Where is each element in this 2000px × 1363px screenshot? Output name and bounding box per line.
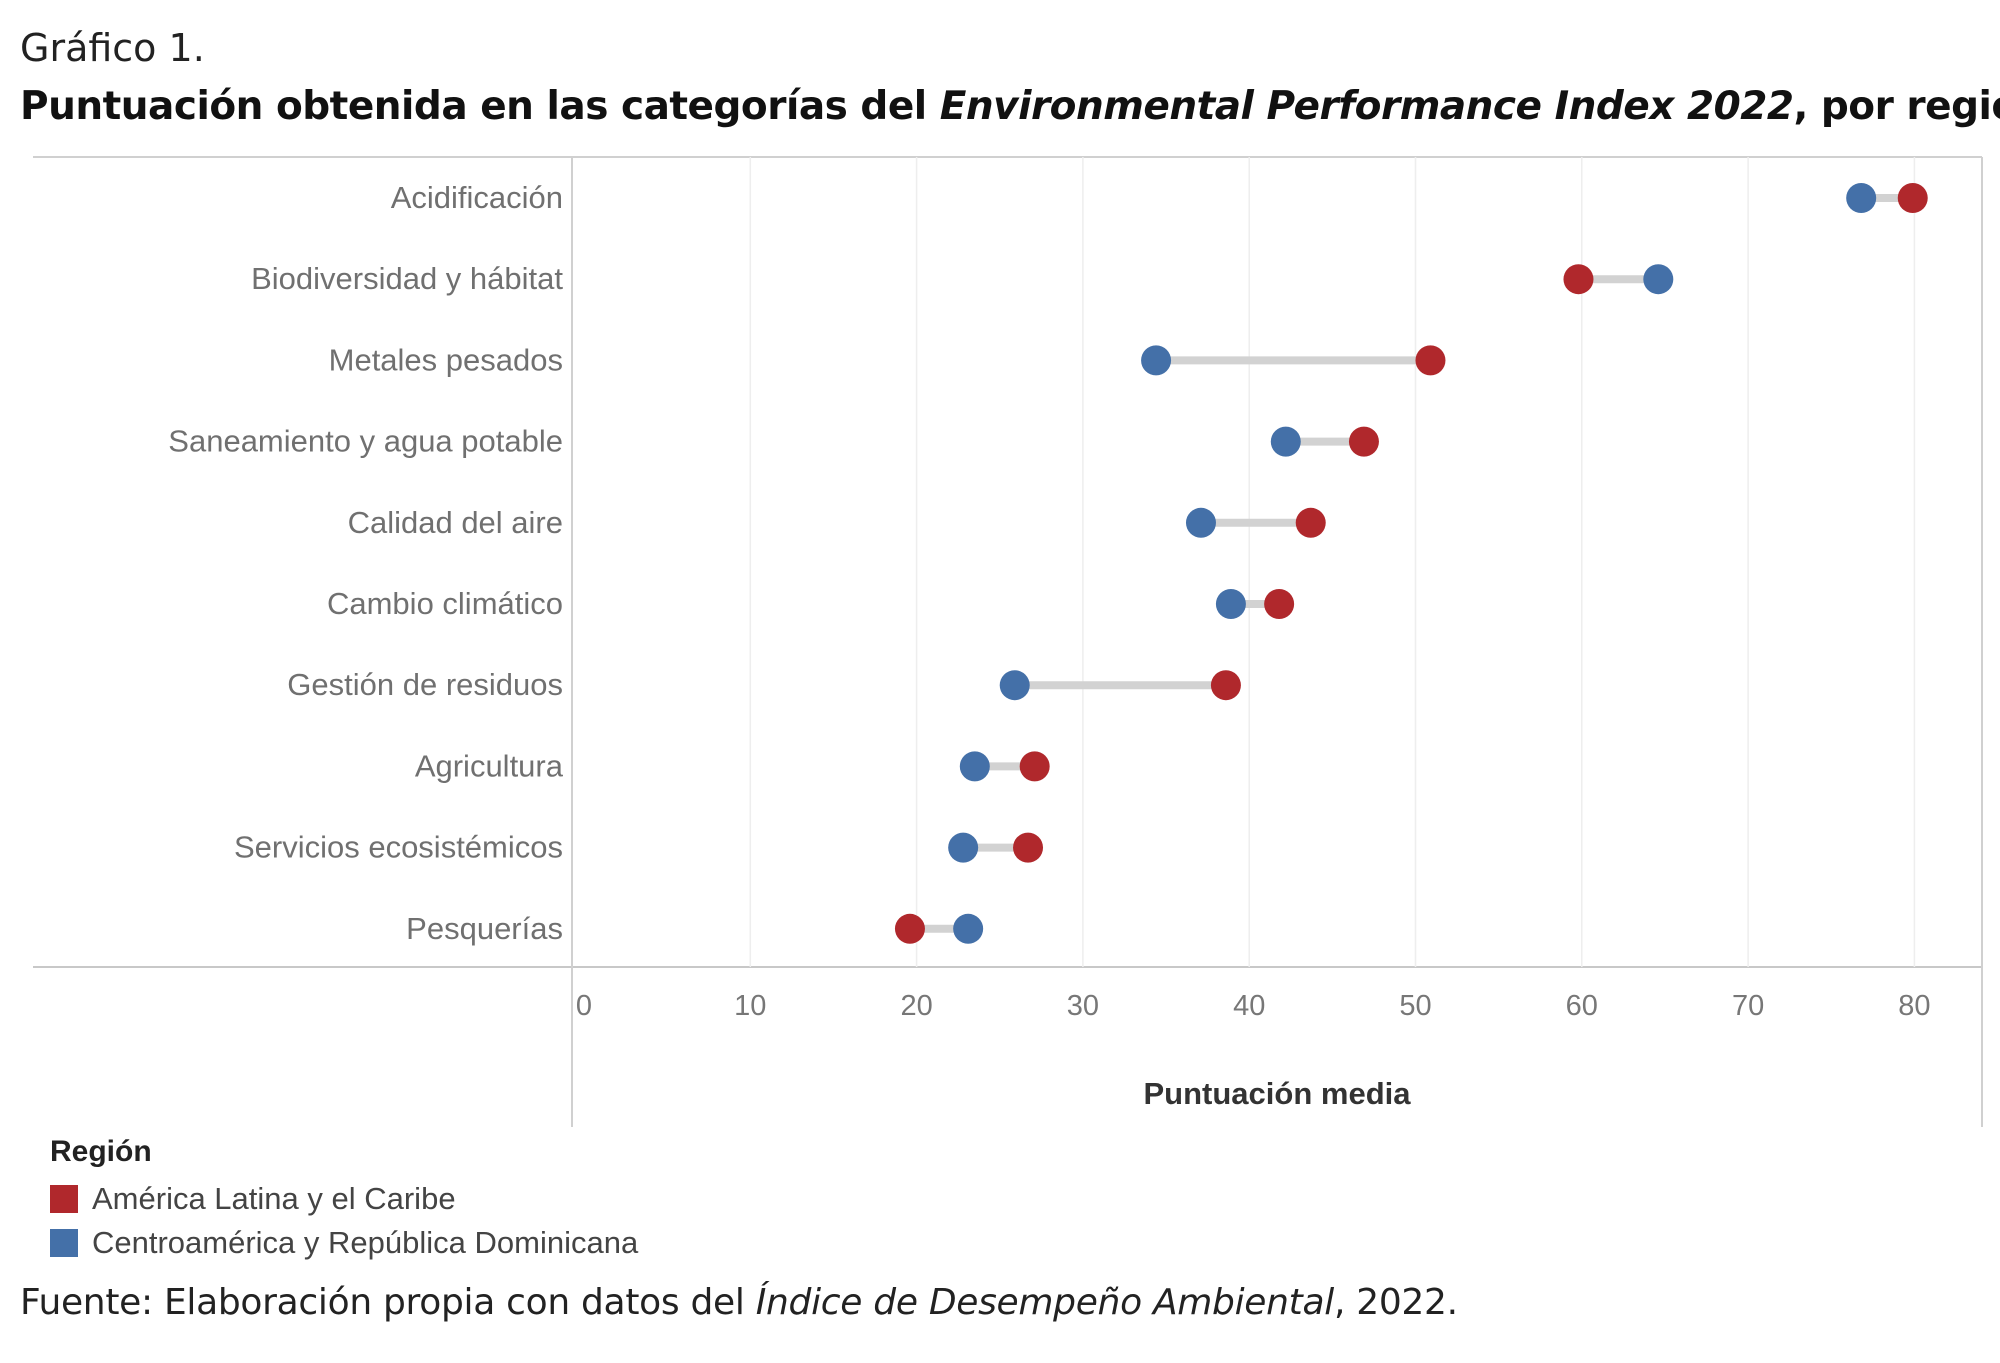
x-tick-label-60: 60	[1566, 990, 1598, 1022]
source-note: Fuente: Elaboración propia con datos del…	[20, 1282, 1458, 1323]
dumbbell-chart: 0 10 20 30 40 50 60 70 80 Puntuación media Acidifi…	[33, 156, 1983, 1127]
point-latam	[1897, 183, 1928, 213]
source-part2: , 2022.	[1333, 1282, 1458, 1323]
x-axis-label: Puntuación media	[1144, 1076, 1412, 1111]
point-centroamerica	[953, 913, 984, 944]
legend-label-latam: América Latina y el Caribe	[92, 1181, 456, 1216]
point-centroamerica	[999, 670, 1030, 701]
title-italic: Environmental Performance Index 2022	[939, 84, 1794, 129]
category-label: Cambio climático	[327, 586, 563, 621]
category-label: Acidificación	[391, 180, 563, 215]
point-centroamerica	[1270, 426, 1301, 457]
source-part1: Fuente: Elaboración propia con datos del	[20, 1282, 756, 1323]
x-tick-label-20: 20	[900, 990, 932, 1022]
point-centroamerica	[1643, 264, 1674, 295]
category-label: Saneamiento y agua potable	[168, 424, 563, 459]
point-centroamerica	[959, 751, 990, 782]
point-latam	[894, 913, 925, 944]
point-latam	[1295, 507, 1326, 538]
x-tick-label-40: 40	[1233, 990, 1265, 1022]
category-label: Metales pesados	[329, 342, 563, 377]
legend-title: Región	[50, 1135, 152, 1168]
point-centroamerica	[1141, 345, 1172, 376]
point-latam	[1013, 832, 1044, 863]
point-latam	[1563, 264, 1594, 295]
x-tick-label-10: 10	[734, 990, 766, 1022]
x-tick-label-80: 80	[1898, 990, 1930, 1022]
legend: Región América Latina y el Caribe Centro…	[50, 1135, 638, 1265]
x-tick-label-70: 70	[1732, 990, 1764, 1022]
point-latam	[1348, 426, 1379, 457]
legend-item-centroamerica: Centroamérica y República Dominicana	[50, 1221, 638, 1265]
source-italic: Índice de Desempeño Ambiental	[755, 1282, 1335, 1323]
point-latam	[1264, 589, 1295, 619]
chart-title: Puntuación obtenida en las categorías de…	[20, 84, 2000, 129]
x-tick-label-50: 50	[1399, 990, 1431, 1022]
category-label: Calidad del aire	[348, 505, 563, 540]
title-part2: , por región	[1793, 84, 2000, 129]
point-centroamerica	[1185, 507, 1216, 538]
category-label: Agricultura	[415, 748, 564, 783]
point-centroamerica	[948, 832, 979, 863]
legend-swatch-centroamerica	[50, 1229, 78, 1257]
point-latam	[1210, 670, 1241, 701]
point-centroamerica	[1215, 589, 1246, 619]
x-tick-label-30: 30	[1067, 990, 1099, 1022]
category-label: Servicios ecosistémicos	[234, 830, 563, 865]
point-latam	[1415, 345, 1446, 376]
figure-label: Gráfico 1.	[20, 26, 205, 70]
category-label: Gestión de residuos	[287, 667, 563, 702]
point-latam	[1019, 751, 1050, 782]
category-label: Biodiversidad y hábitat	[251, 261, 563, 296]
legend-swatch-latam	[50, 1185, 78, 1213]
legend-item-latam: América Latina y el Caribe	[50, 1177, 638, 1221]
legend-label-centroamerica: Centroamérica y República Dominicana	[92, 1225, 639, 1260]
point-centroamerica	[1846, 183, 1877, 213]
title-part1: Puntuación obtenida en las categorías de…	[20, 84, 940, 129]
x-tick-label-0: 0	[576, 990, 592, 1022]
category-label: Pesquerías	[406, 911, 563, 946]
